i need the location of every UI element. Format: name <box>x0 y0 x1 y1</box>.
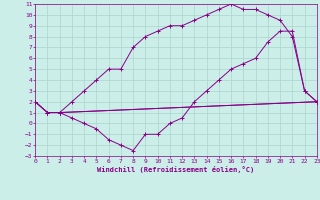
X-axis label: Windchill (Refroidissement éolien,°C): Windchill (Refroidissement éolien,°C) <box>97 166 255 173</box>
